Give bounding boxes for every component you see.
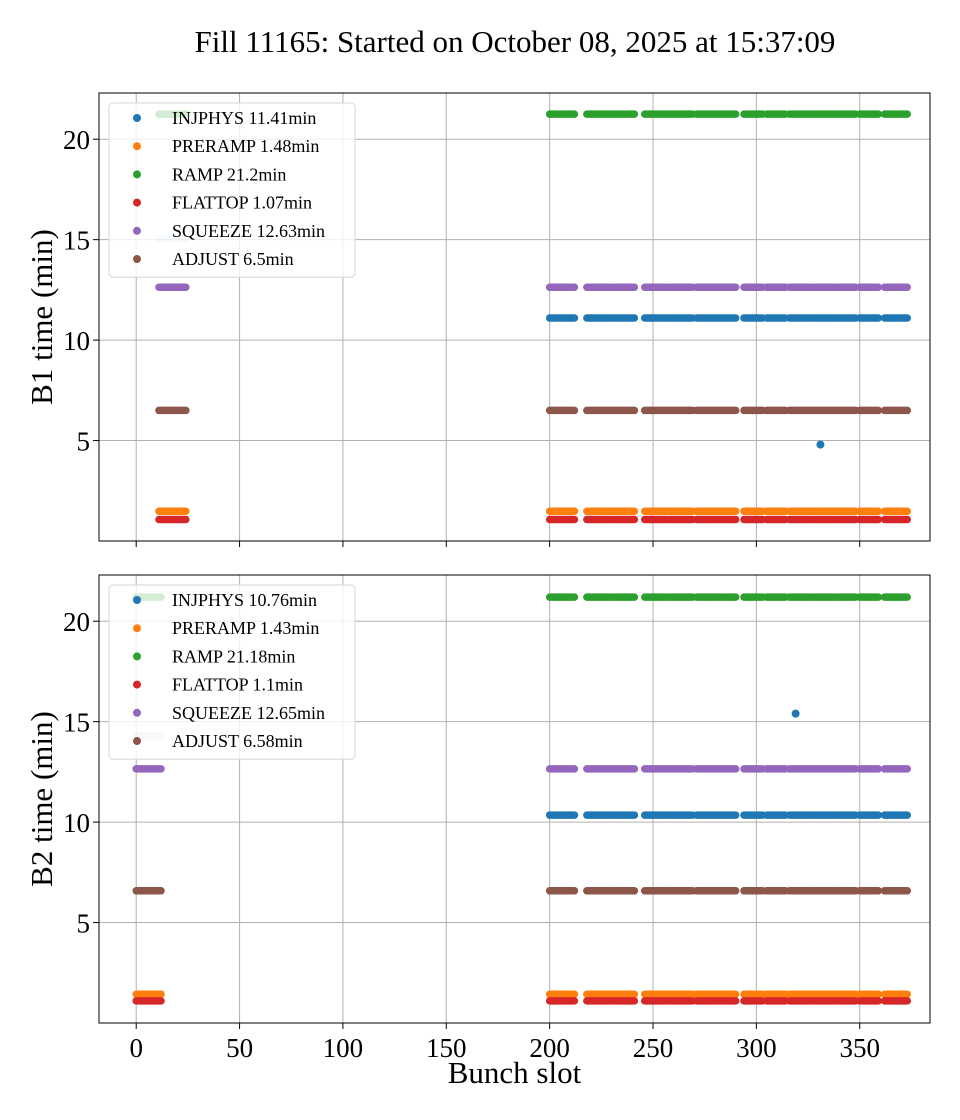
legend-marker [133,170,141,179]
x-tick-label: 150 [426,1033,467,1063]
x-tick-label: 300 [736,1033,777,1063]
legend-label: SQUEEZE 12.65min [172,703,325,723]
legend-marker [133,198,141,207]
data-point-outlier [791,709,800,718]
b2-axes: 0 50 100 150 200 250 300 350 5 10 15 20 B2 time (min… [24,574,931,1090]
legend-marker [133,708,141,717]
data-point-outlier [816,440,825,449]
legend-marker [133,142,141,151]
legend-frame [108,102,356,278]
legend: INJPHYS 11.41min PRERAMP 1.48min RAMP 21.2… [108,102,356,278]
legend-label: FLATTOP 1.07min [172,193,312,213]
x-tick-label: 0 [129,1033,143,1063]
y-tick-label: 10 [63,808,90,838]
y-tick-label: 15 [63,708,90,738]
legend-marker [133,255,141,263]
legend-label: RAMP 21.18min [172,646,295,666]
y-axis-label: B2 time (min) [24,711,59,887]
legend-marker [133,680,141,689]
legend-label: RAMP 21.2min [172,164,286,184]
legend-marker [133,596,141,604]
y-tick-label: 20 [63,607,90,637]
y-tick-label: 15 [63,226,90,256]
legend-label: PRERAMP 1.48min [172,136,319,156]
y-tick-label: 5 [77,427,91,457]
legend-label: INJPHYS 11.41min [172,108,316,128]
legend-label: SQUEEZE 12.63min [172,221,325,241]
b1-axes: 5 10 15 20 B1 time (min) INJPHYS 11.41min PRER… [24,92,931,547]
x-tick-label: 50 [226,1033,253,1063]
legend-frame [108,584,356,760]
x-tick-label: 350 [839,1033,880,1063]
axes-frame [98,92,931,542]
legend-marker [133,114,141,122]
legend-label: ADJUST 6.5min [172,249,294,269]
legend-label: PRERAMP 1.43min [172,618,319,638]
y-tick-label: 20 [63,125,90,155]
legend-label: INJPHYS 10.76min [172,590,317,610]
legend-label: ADJUST 6.58min [172,731,303,751]
x-tick-label: 200 [529,1033,570,1063]
legend-marker [133,737,141,745]
x-tick-label: 250 [633,1033,674,1063]
legend-marker [133,624,141,633]
y-tick-label: 10 [63,326,90,356]
x-tick-label: 100 [323,1033,364,1063]
axes-frame [98,574,931,1024]
y-tick-label: 5 [77,909,91,939]
legend: INJPHYS 10.76min PRERAMP 1.43min RAMP 21.1… [108,584,356,760]
legend-marker [133,652,141,661]
figure-title: Fill 11165: Started on October 08, 2025 … [195,24,836,59]
y-axis-label: B1 time (min) [24,229,59,405]
legend-marker [133,226,141,235]
x-axis-label: Bunch slot [448,1055,582,1090]
legend-label: FLATTOP 1.1min [172,675,303,695]
